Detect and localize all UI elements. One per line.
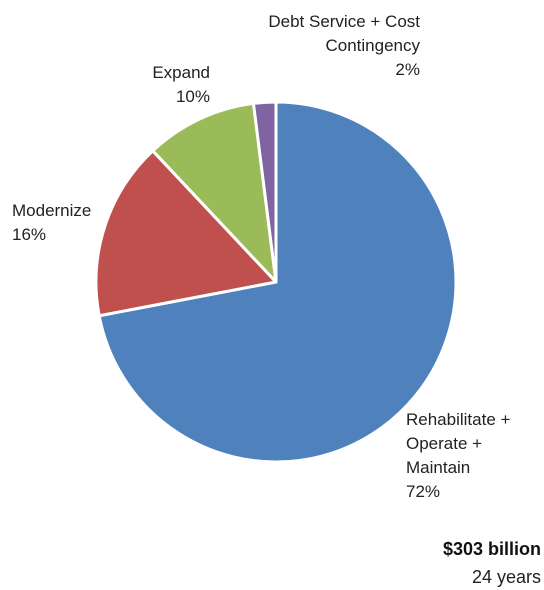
slice-value-label: 72% [406, 482, 440, 501]
slice-labels: Rehabilitate + Operate + Maintain 72% Modern… [12, 12, 511, 501]
slice-label: Expand 10% [152, 63, 210, 106]
slice-name-label: Expand [152, 63, 210, 82]
slice-name-label: Modernize [12, 201, 91, 220]
slice-name-label: Rehabilitate + [406, 410, 511, 429]
slice-label: Rehabilitate + Operate + Maintain 72% [406, 410, 511, 501]
period-label: 24 years [472, 567, 541, 587]
slice-label: Debt Service + Cost Contingency 2% [268, 12, 420, 79]
slice-value-label: 2% [395, 60, 420, 79]
pie-slice [151, 101, 278, 284]
pie-slice [251, 100, 278, 284]
slice-value-label: 16% [12, 225, 46, 244]
slice-label: Modernize 16% [12, 201, 91, 244]
slice-name-label: Debt Service + Cost [268, 12, 420, 31]
pie-slice [97, 100, 458, 464]
slice-name-label: Contingency [325, 36, 420, 55]
slice-name-label: Operate + [406, 434, 482, 453]
pie-slice [94, 149, 278, 318]
slice-name-label: Maintain [406, 458, 470, 477]
pie-slices [94, 100, 458, 464]
slice-value-label: 10% [176, 87, 210, 106]
total-amount: $303 billion [443, 539, 541, 559]
